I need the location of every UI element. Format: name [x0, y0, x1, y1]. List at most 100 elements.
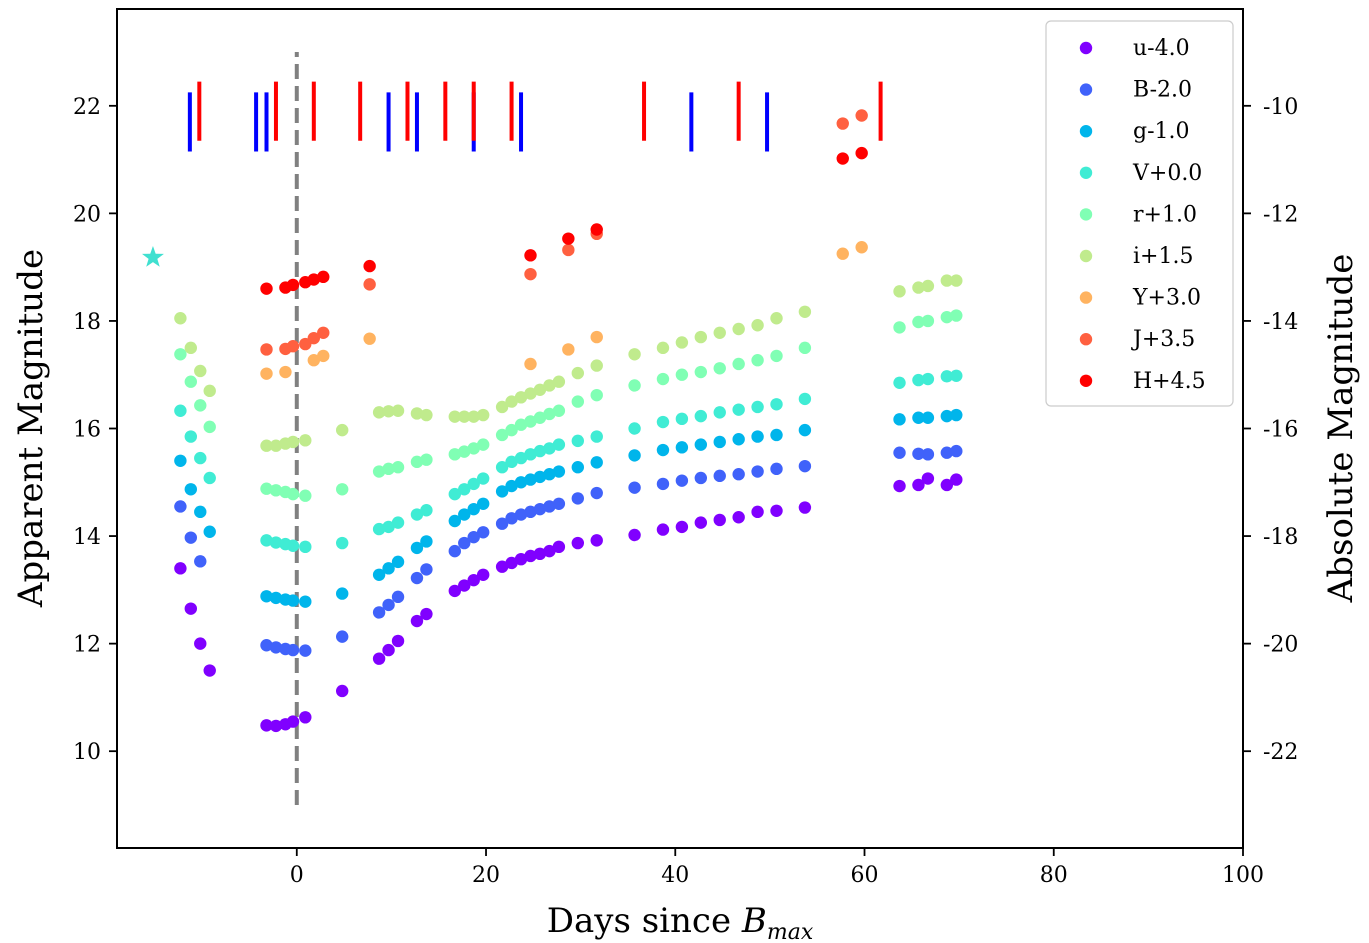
data-point [420, 408, 433, 422]
data-point [307, 331, 321, 345]
data-point [893, 479, 906, 493]
data-point [912, 411, 925, 424]
data-point [448, 487, 461, 501]
data-point [798, 459, 812, 473]
data-point [751, 505, 764, 519]
data-point [336, 536, 349, 550]
data-point [420, 504, 433, 517]
data-point [448, 448, 461, 461]
data-point [458, 508, 471, 521]
data-point [836, 152, 849, 165]
data-point [571, 434, 585, 448]
data-point [382, 598, 395, 612]
plot-content [142, 52, 963, 805]
data-point [203, 420, 216, 434]
data-point [476, 408, 490, 422]
y-tick-label-left: 12 [73, 633, 101, 658]
x-axis-label: Days since Bmax [547, 901, 814, 943]
data-point [836, 247, 849, 260]
data-point [410, 407, 424, 420]
data-point [836, 117, 849, 130]
y-tick-label-left: 18 [73, 310, 101, 335]
data-point [543, 500, 556, 513]
data-point [552, 375, 566, 388]
data-point [893, 446, 906, 459]
data-point [410, 508, 424, 521]
data-point [675, 520, 689, 534]
data-point [694, 471, 708, 485]
data-point [269, 719, 283, 733]
legend-marker [1079, 83, 1093, 96]
data-point [628, 379, 641, 392]
data-point [279, 365, 292, 379]
data-point [732, 357, 745, 371]
data-point [543, 379, 556, 392]
data-point [694, 365, 708, 379]
data-point [571, 492, 585, 505]
x-tick-label: 80 [1040, 863, 1068, 888]
data-point [514, 508, 528, 521]
data-point [372, 652, 386, 665]
y-tick-label-right: -16 [1263, 418, 1298, 443]
y-tick-label-left: 10 [73, 740, 101, 765]
data-point [524, 448, 537, 461]
data-point [912, 447, 925, 460]
data-point [751, 465, 764, 478]
data-point [713, 513, 726, 527]
data-point [751, 319, 764, 332]
data-point [770, 312, 783, 325]
data-point [448, 514, 461, 528]
data-point [495, 517, 509, 530]
data-point [732, 468, 745, 481]
data-point [410, 571, 424, 585]
data-point [770, 504, 783, 517]
data-point [571, 536, 585, 550]
data-point [590, 223, 603, 236]
data-point [495, 428, 509, 442]
data-point [458, 483, 471, 496]
y-tick-label-left: 20 [73, 202, 101, 227]
data-point [299, 540, 312, 554]
data-point [675, 412, 689, 426]
data-point [732, 433, 745, 446]
data-point [590, 486, 603, 500]
data-point [269, 439, 283, 452]
data-point [299, 595, 312, 608]
legend-label: H+4.5 [1133, 369, 1206, 394]
data-point [336, 587, 349, 600]
data-point [299, 644, 312, 657]
data-point [505, 423, 518, 437]
data-point [307, 353, 321, 367]
data-point [656, 477, 670, 491]
data-point [299, 489, 312, 502]
data-point [184, 341, 198, 355]
data-point [467, 410, 480, 423]
data-point [260, 367, 273, 380]
data-point [912, 315, 925, 329]
data-point [391, 555, 405, 569]
data-point [448, 410, 461, 423]
data-point [476, 526, 490, 539]
data-point [571, 395, 585, 408]
data-point [628, 481, 641, 494]
data-point [770, 428, 783, 442]
data-point [940, 478, 954, 492]
legend-label: Y+3.0 [1132, 286, 1201, 311]
y-tick-label-right: -12 [1263, 202, 1298, 227]
data-point [940, 370, 954, 383]
data-point [562, 343, 575, 356]
data-point [194, 505, 207, 519]
data-point [495, 461, 509, 474]
legend-marker [1079, 291, 1093, 304]
data-point [590, 534, 603, 547]
data-point [505, 556, 518, 570]
data-point [950, 274, 963, 287]
data-point [260, 439, 273, 452]
data-point [921, 448, 935, 461]
x-tick-label: 20 [472, 863, 500, 888]
data-point [751, 430, 764, 443]
data-point [514, 391, 528, 404]
data-point [732, 403, 745, 416]
data-point [448, 584, 461, 598]
data-point [260, 719, 273, 732]
